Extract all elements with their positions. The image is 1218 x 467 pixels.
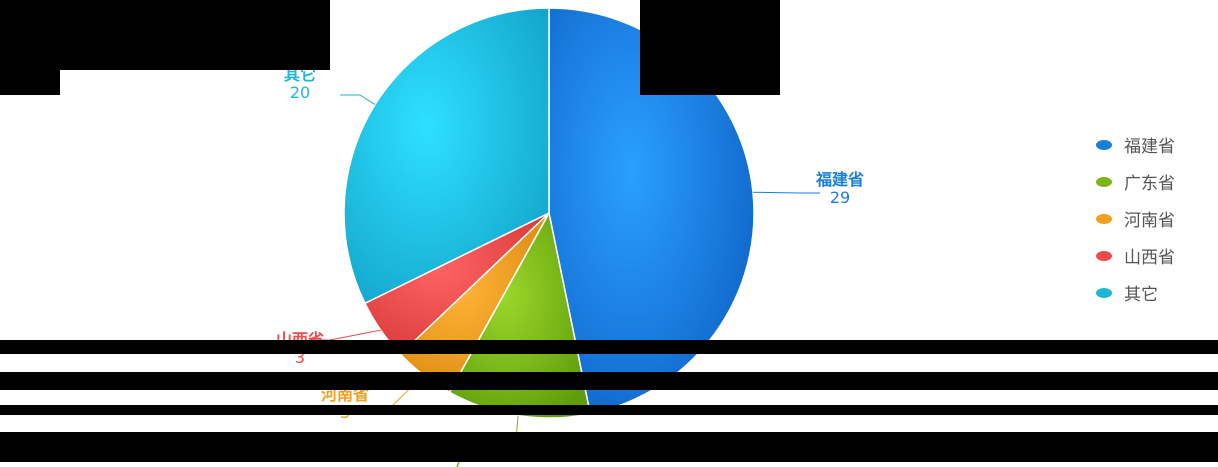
artifact-band-1: [0, 340, 1218, 354]
artifact-top-left: [0, 0, 60, 95]
artifact-band-3: [0, 405, 1218, 415]
label-leader-line: [752, 191, 820, 194]
slice-value: 20: [290, 83, 310, 102]
legend-label: 广东省: [1124, 174, 1175, 194]
legend-label: 河南省: [1124, 211, 1175, 231]
artifact-band-2: [0, 372, 1218, 390]
slice-label: 福建省: [815, 170, 864, 189]
artifact-top-diagonal: [640, 0, 780, 95]
legend-swatch: [1096, 250, 1112, 261]
slice-value: 29: [830, 188, 850, 207]
artifact-top-blob: [60, 0, 330, 70]
legend-swatch: [1096, 287, 1112, 298]
legend-label: 山西省: [1124, 248, 1175, 268]
pie-slice[interactable]: [343, 7, 550, 305]
pie-slice[interactable]: [448, 210, 592, 419]
legend: 福建省 广东省 河南省 山西省 其它: [1096, 126, 1175, 311]
legend-item[interactable]: 其它: [1096, 274, 1175, 311]
legend-item[interactable]: 山西省: [1096, 237, 1175, 274]
label-leader-line: [340, 94, 376, 105]
legend-item[interactable]: 广东省: [1096, 163, 1175, 200]
legend-item[interactable]: 福建省: [1096, 126, 1175, 163]
legend-label: 福建省: [1124, 137, 1175, 157]
legend-item[interactable]: 河南省: [1096, 200, 1175, 237]
artifact-band-4: [0, 432, 1218, 462]
legend-swatch: [1096, 213, 1112, 224]
legend-swatch: [1096, 176, 1112, 187]
legend-label: 其它: [1124, 285, 1158, 305]
legend-swatch: [1096, 139, 1112, 150]
slice-value: 3: [295, 348, 305, 367]
